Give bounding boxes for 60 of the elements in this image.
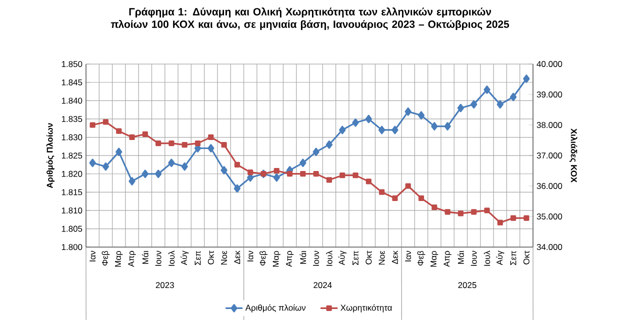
x-tick-label: Φεβ	[417, 250, 426, 266]
chart-title: Γράφημα 1: Δύναμη και Ολική Χωρητικότητα των ελληνικών εμπορικών πλοίων 100 ΚΟΧ και άνω, σε μηνιαία βάση, Ιανουάριος 2023 – Οκτώβριος 2025	[110, 8, 510, 30]
y2-tick-label: 36.000	[536, 183, 562, 189]
x-tick-label: Ιουλ	[168, 250, 175, 266]
y2-tick-label: 38.000	[536, 122, 562, 128]
y-tick-label: 1.845	[62, 79, 82, 86]
x-tick-label: Μάι	[300, 250, 306, 264]
text: 2025	[458, 282, 476, 288]
y-tick-label: 1.825	[62, 152, 82, 159]
x-tick-label: Αύγ	[180, 250, 189, 266]
x-tick-label: Απρ	[444, 250, 452, 267]
x-tick-label: Μαρ	[115, 250, 123, 267]
y-tick-label: 1.805	[62, 226, 82, 232]
x-tick-label: Μαρ	[430, 250, 438, 267]
y-tick-label: 1.835	[62, 116, 82, 122]
x-tick-label: Δεκ	[234, 250, 240, 264]
y-tick-label: 1.830	[62, 134, 82, 140]
x-tick-label: Σεπ	[510, 250, 516, 266]
y2-tick-label: 39.000	[536, 92, 562, 98]
y2-tick-label: 35.000	[536, 214, 562, 220]
x-tick-label: Οκτ	[523, 250, 530, 264]
y-tick-label: 1.850	[62, 61, 82, 68]
y2-tick-label: 37.000	[536, 152, 562, 158]
x-tick-label: Νοε	[221, 250, 227, 265]
x-tick-label: Ιουλ	[484, 250, 490, 266]
x-tick-label: Απρ	[286, 250, 294, 267]
x-tick-label: Μαρ	[272, 250, 280, 267]
y-axis-title: Αριθμός Πλοίων	[46, 123, 54, 188]
x-tick-label: Μάι	[142, 250, 148, 264]
legend-label: Χωρητικότητα	[340, 304, 392, 312]
x-tick-label: Σεπ	[352, 250, 358, 266]
x-tick-label: Οκτ	[208, 250, 214, 264]
legend-label: Αριθμός πλοίων	[245, 304, 306, 312]
x-tick-label: Ιουλ	[326, 250, 332, 266]
x-tick-label: Μάι	[457, 250, 464, 264]
y-tick-label: 1.810	[62, 207, 82, 214]
x-tick-label: Ιουν	[313, 250, 320, 266]
x-tick-label: Φεβ	[102, 250, 110, 266]
x-tick-label: Ιουν	[155, 250, 162, 266]
x-tick-label: Νοε	[378, 250, 385, 265]
y-tick-label: 1.840	[62, 98, 82, 104]
text: 2023	[156, 282, 174, 288]
text: 2024	[314, 282, 332, 288]
x-tick-label: Αύγ	[338, 250, 346, 266]
x-tick-label: Ιουν	[470, 250, 477, 266]
x-tick-label: Σεπ	[194, 250, 201, 266]
x-tick-label: Ιαν	[405, 250, 412, 262]
x-tick-label: Ιαν	[90, 250, 96, 262]
y2-tick-label: 40.000	[536, 61, 562, 67]
x-tick-label: Απρ	[128, 250, 136, 267]
y-tick-label: 1.800	[62, 244, 82, 250]
x-tick-label: Δεκ	[392, 250, 398, 264]
x-tick-label: Φεβ	[260, 250, 268, 266]
y2-tick-label: 34.000	[536, 244, 562, 250]
y2-axis-title: Χιλιάδες ΚΟΧ	[569, 128, 578, 183]
x-tick-label: Αύγ	[496, 250, 504, 266]
x-tick-label: Ιαν	[247, 250, 254, 262]
y-tick-label: 1.820	[62, 170, 82, 177]
y-tick-label: 1.815	[62, 189, 82, 196]
x-tick-label: Οκτ	[366, 250, 372, 264]
